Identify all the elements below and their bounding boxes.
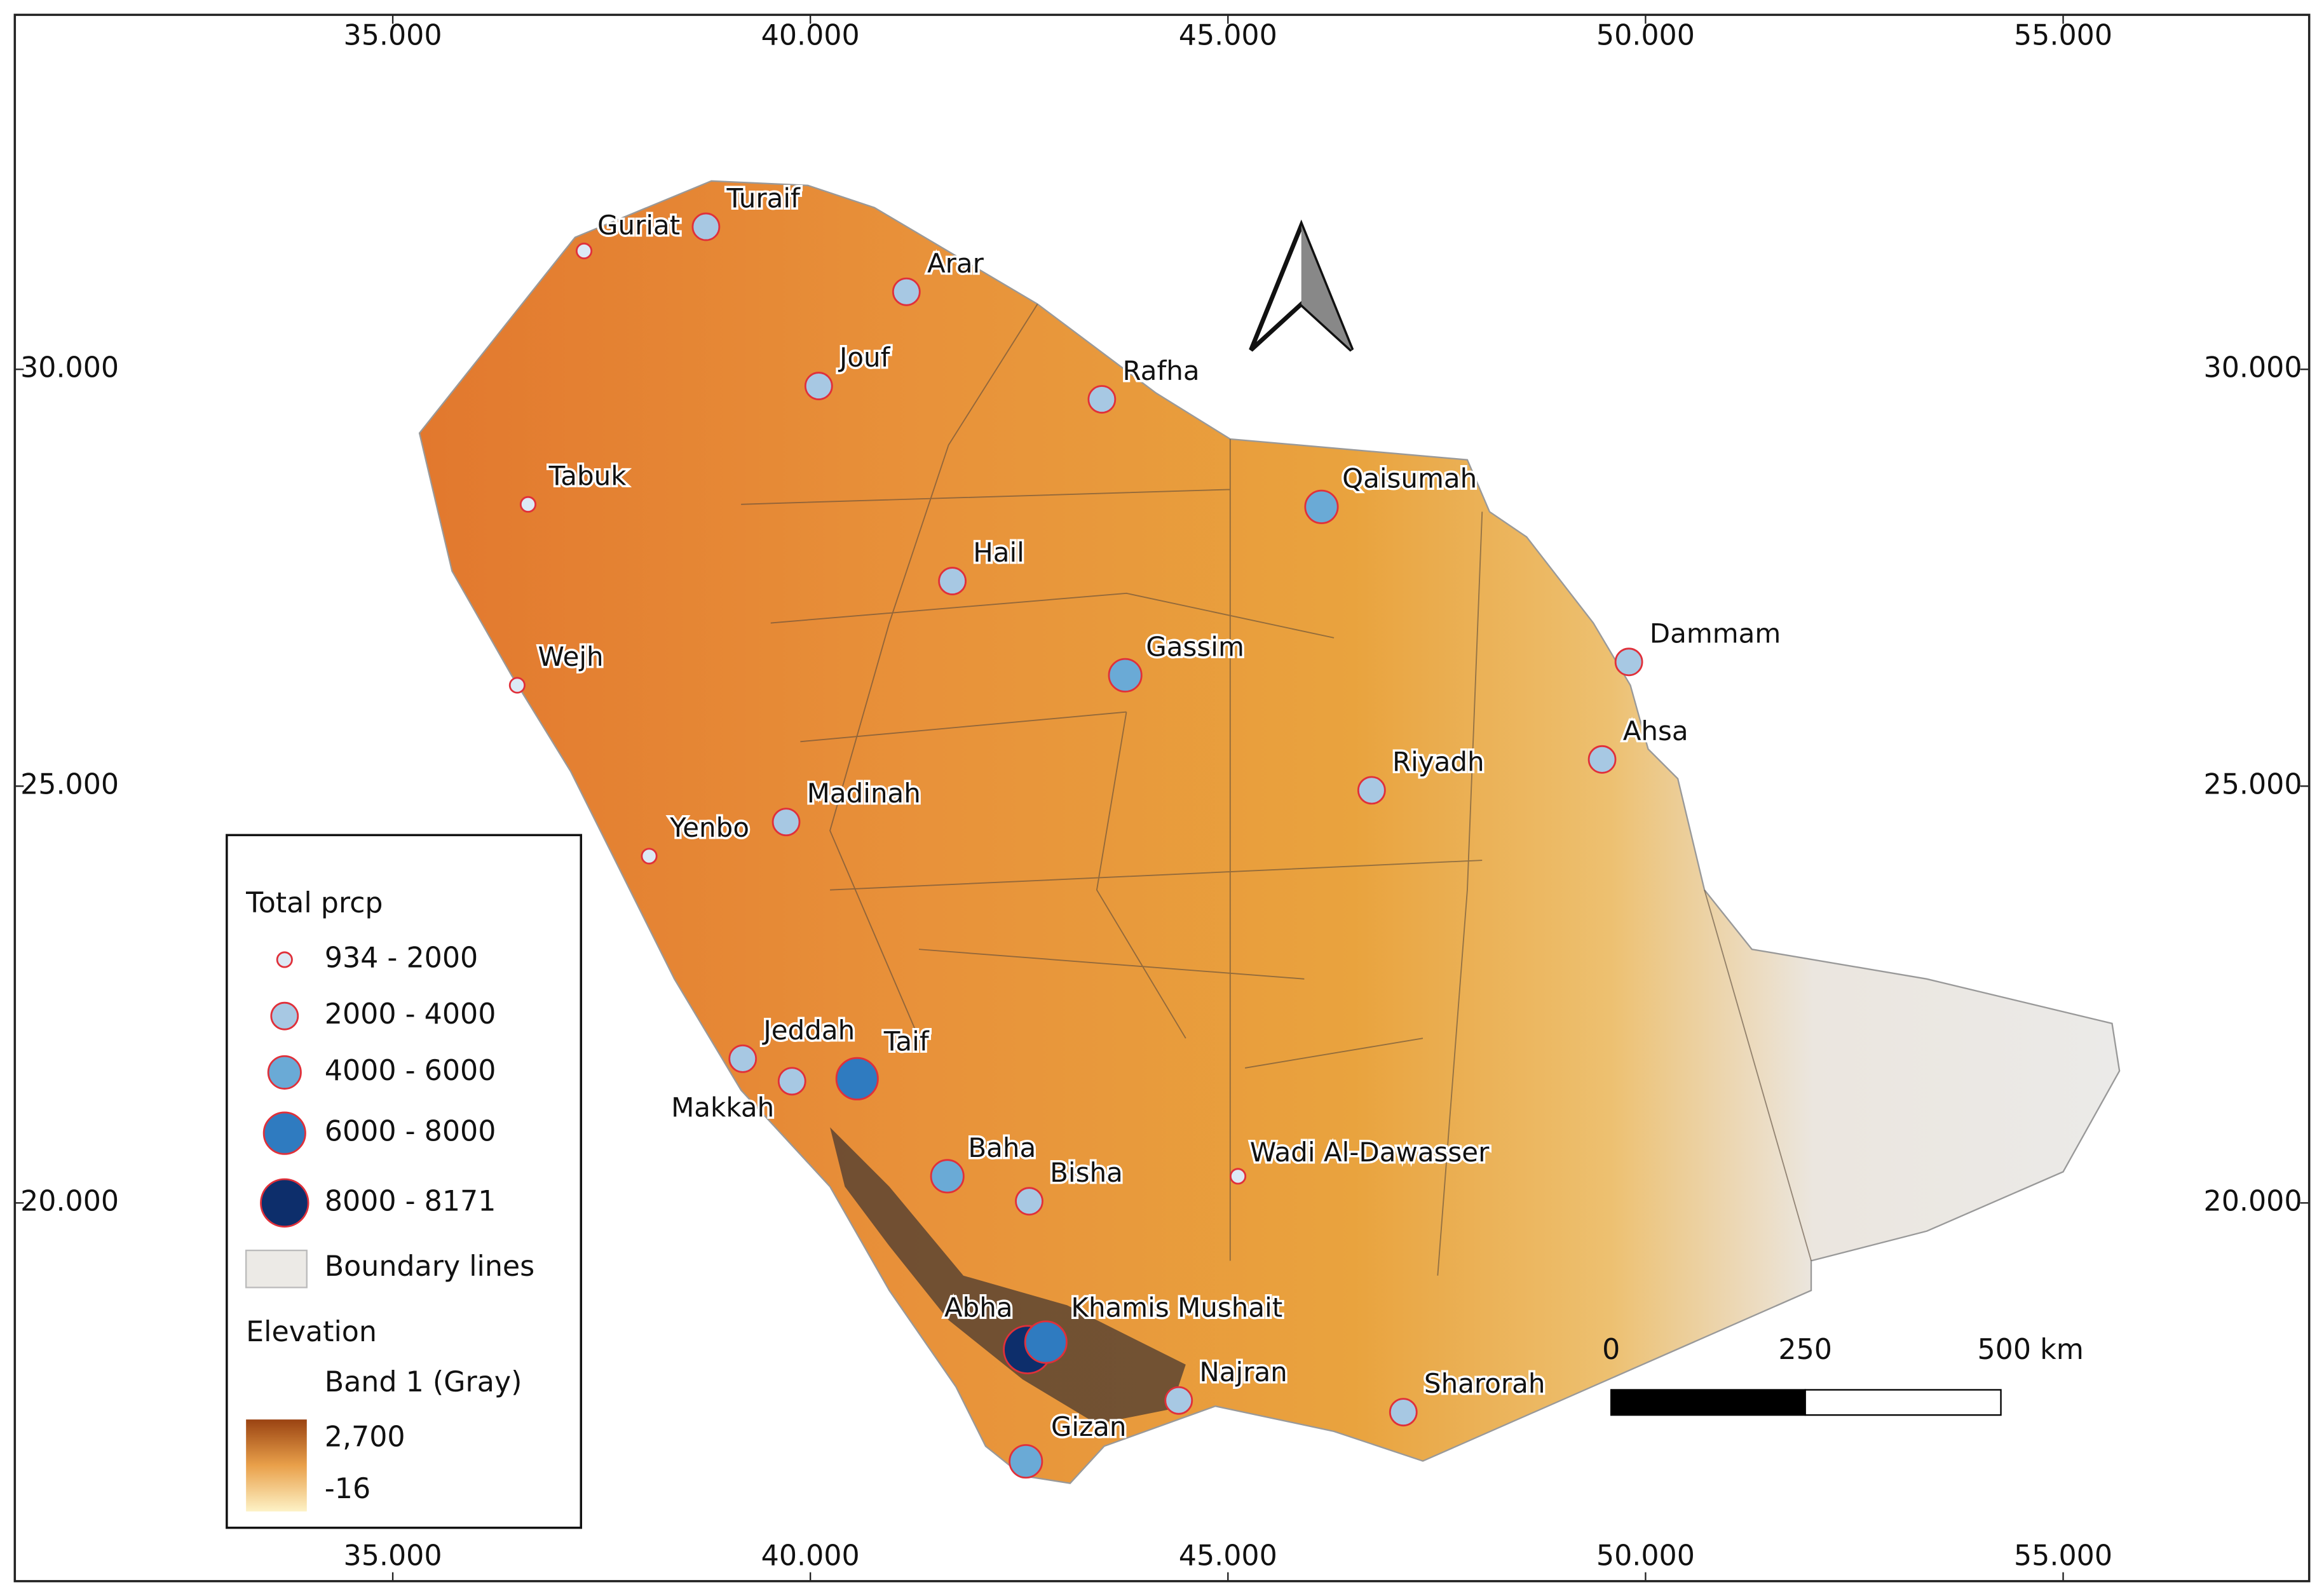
city-label: Arar [927, 248, 984, 279]
city-label: Najran [1199, 1356, 1287, 1388]
city-marker [1614, 647, 1643, 677]
city-label: Bisha [1050, 1157, 1123, 1188]
city-label: Yenbo [669, 812, 749, 843]
city-marker [728, 1044, 758, 1073]
y-tick-label-left: 20.000 [20, 1185, 119, 1217]
legend-boundary-swatch [245, 1249, 308, 1288]
legend-symbol [262, 1111, 306, 1155]
x-tick-label-bottom: 40.000 [761, 1539, 860, 1572]
city-label: Abha [944, 1292, 1013, 1323]
x-tick-label-top: 40.000 [761, 19, 860, 51]
city-marker [1015, 1187, 1043, 1216]
legend-symbol [270, 1001, 299, 1031]
city-label: Tabuk [548, 460, 627, 491]
city-label: Taif [883, 1025, 930, 1057]
x-tick-label-top: 35.000 [344, 19, 442, 51]
y-tick-label-right: 25.000 [2204, 768, 2302, 801]
city-marker [1087, 385, 1117, 414]
city-label: Sharorah [1424, 1368, 1546, 1399]
legend-label: 934 - 2000 [325, 942, 478, 974]
legend-label: 2000 - 4000 [325, 998, 496, 1031]
city-label: Riyadh [1392, 746, 1485, 777]
city-marker [835, 1057, 879, 1100]
city-marker [641, 848, 658, 865]
city-marker [1024, 1320, 1068, 1364]
city-label: Baha [968, 1132, 1036, 1163]
north-arrow-hatch [1301, 225, 1352, 350]
city-label: Khamis Mushait [1071, 1292, 1282, 1323]
city-label: Wejh [538, 641, 604, 672]
legend-band-label: Band 1 (Gray) [325, 1366, 522, 1398]
city-marker [938, 567, 967, 595]
city-label: Jeddah [761, 1015, 855, 1046]
legend-ramp-max: 2,700 [325, 1421, 405, 1454]
city-marker [1304, 489, 1339, 524]
city-label: Turaif [726, 182, 801, 213]
legend-elevation-title: Elevation [246, 1316, 377, 1348]
city-label: Gassim [1146, 631, 1244, 662]
city-marker [508, 677, 526, 694]
legend-symbol [260, 1178, 309, 1228]
x-tick-label-bottom: 35.000 [344, 1539, 442, 1572]
city-label: Ahsa [1623, 715, 1689, 747]
city-label: Hail [973, 537, 1024, 568]
x-tick-label-top: 55.000 [2014, 19, 2112, 51]
city-label: Dammam [1650, 618, 1781, 649]
scale-bar-label: 0 [1602, 1334, 1620, 1366]
scale-bar-label: 500 km [1977, 1334, 2083, 1366]
city-marker [892, 277, 921, 306]
y-tick-label-right: 20.000 [2204, 1185, 2302, 1217]
x-tick-label-top: 45.000 [1179, 19, 1277, 51]
y-tick-label-right: 30.000 [2204, 351, 2302, 384]
city-marker [519, 496, 537, 513]
city-label: Madinah [807, 778, 921, 809]
x-tick-label-bottom: 50.000 [1596, 1539, 1695, 1572]
city-marker [777, 1067, 806, 1096]
x-tick-label-bottom: 45.000 [1179, 1539, 1277, 1572]
city-marker [804, 372, 833, 400]
legend-ramp-min: -16 [325, 1473, 370, 1505]
city-label: Jouf [838, 342, 891, 373]
city-label: Qaisumah [1342, 463, 1477, 494]
scale-bar-black [1610, 1389, 1806, 1416]
legend-label: 8000 - 8171 [325, 1185, 496, 1217]
legend-boundary-label: Boundary lines [325, 1250, 535, 1283]
city-marker [1389, 1398, 1418, 1427]
y-tick-label-left: 30.000 [20, 351, 119, 384]
x-tick-label-bottom: 55.000 [2014, 1539, 2112, 1572]
legend-title: Total prcp [245, 887, 383, 919]
city-marker [1164, 1386, 1193, 1415]
legend-symbol [267, 1055, 302, 1090]
x-tick-label-top: 50.000 [1596, 19, 1695, 51]
scale-bar-white [1804, 1389, 2002, 1416]
city-marker [691, 212, 721, 241]
legend-symbol [276, 951, 293, 968]
city-marker [575, 242, 593, 260]
city-label: Rafha [1122, 355, 1199, 386]
scale-bar-label: 250 [1778, 1334, 1832, 1366]
asir-highlands [830, 1127, 1186, 1424]
legend-ramp [246, 1419, 307, 1511]
city-marker [771, 808, 801, 837]
city-label: Guriat [597, 210, 680, 241]
city-marker [1108, 658, 1143, 693]
city-label: Gizan [1051, 1411, 1127, 1442]
city-marker [1587, 745, 1617, 774]
city-marker [930, 1159, 965, 1194]
city-label: Makkah [671, 1092, 774, 1123]
boundary-lines [741, 304, 1812, 1276]
y-tick-label-left: 25.000 [20, 768, 119, 801]
legend-label: 4000 - 6000 [325, 1055, 496, 1087]
city-marker [1357, 776, 1386, 805]
city-label: Wadi Al-Dawasser [1250, 1137, 1490, 1168]
legend-label: 6000 - 8000 [325, 1116, 496, 1148]
city-marker [1229, 1168, 1247, 1185]
city-marker [1009, 1444, 1043, 1479]
